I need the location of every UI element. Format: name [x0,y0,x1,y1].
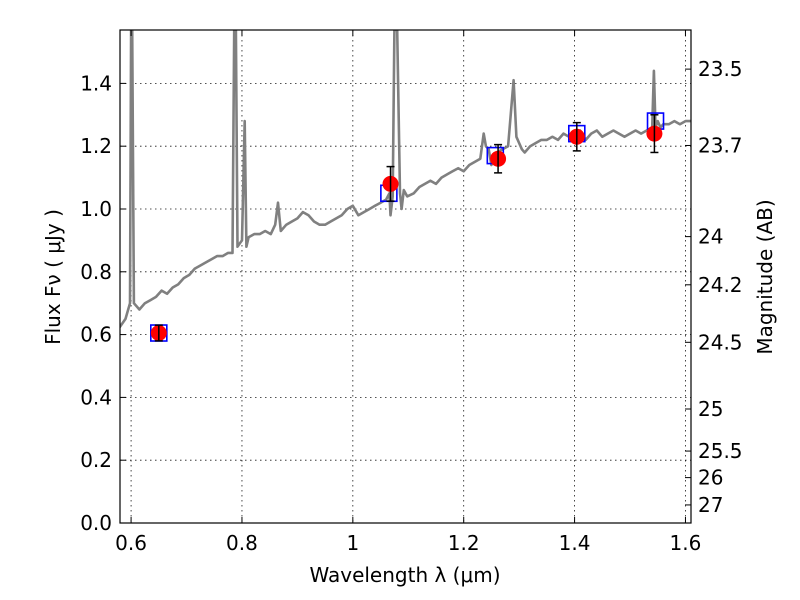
x-tick-label: 1.6 [670,531,702,555]
plot-frame [119,29,692,524]
y-tick-label: 0.6 [80,323,112,347]
y-tick-label: 1.0 [80,197,112,221]
x-tick-label: 0.6 [115,531,147,555]
y2-tick-label: 25.5 [698,439,743,463]
x-axis-label: Wavelength λ (μm) [309,563,500,587]
y-tick-label: 0.2 [80,448,112,472]
y-tick-label: 1.4 [80,71,112,95]
x-tick-label: 1.4 [559,531,591,555]
y2-tick-label: 26 [698,466,723,490]
y2-tick-label: 23.7 [698,133,743,157]
y2-tick-label: 25 [698,397,723,421]
y2-tick-label: 24 [698,225,723,249]
x-tick-label: 1.2 [448,531,480,555]
y-tick-label: 0.8 [80,260,112,284]
y-tick-label: 1.2 [80,134,112,158]
y-axis-label: Flux Fν ( μJy ) [41,209,65,345]
ticks: 0.6 0.8 1 1.2 1.4 1.6 0.0 0.2 0.4 0.6 0.8 1.0 1.2 1.4… [80,30,743,555]
y-tick-label: 0.4 [80,385,112,409]
grid [120,30,691,524]
x-tick-label: 1 [346,531,359,555]
y-tick-label: 0.0 [80,511,112,535]
y2-axis-label: Magnitude (AB) [753,199,777,354]
y2-tick-label: 27 [698,493,723,517]
y2-tick-label: 23.5 [698,57,743,81]
x-tick-label: 0.8 [226,531,258,555]
y2-tick-label: 24.2 [698,273,743,297]
data-layer [120,30,691,342]
spectrum-line [120,30,691,329]
y2-tick-label: 24.5 [698,330,743,354]
